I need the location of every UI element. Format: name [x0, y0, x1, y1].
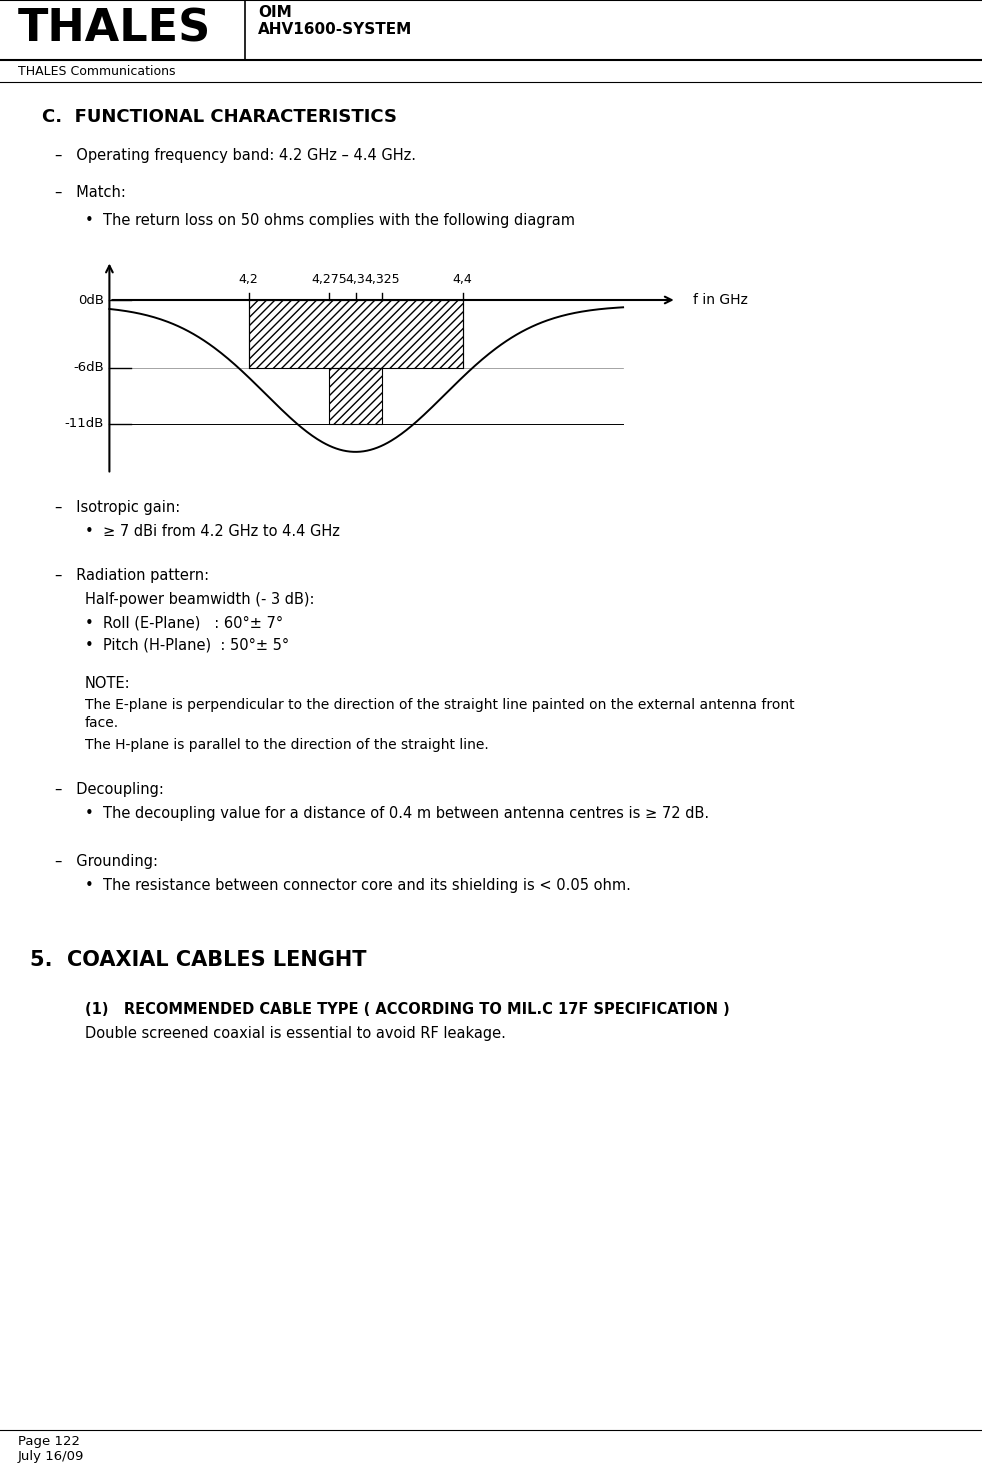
Text: The E-plane is perpendicular to the direction of the straight line painted on th: The E-plane is perpendicular to the dire… — [85, 698, 794, 712]
Text: –   Decoupling:: – Decoupling: — [55, 781, 164, 798]
Text: -6dB: -6dB — [74, 361, 104, 374]
Text: OIM: OIM — [258, 4, 292, 21]
Text: –   Isotropic gain:: – Isotropic gain: — [55, 500, 181, 515]
Text: Double screened coaxial is essential to avoid RF leakage.: Double screened coaxial is essential to … — [85, 1026, 506, 1041]
Bar — [329, 368, 382, 424]
Text: 0dB: 0dB — [78, 293, 104, 306]
Bar — [248, 301, 463, 368]
Text: •  The resistance between connector core and its shielding is < 0.05 ohm.: • The resistance between connector core … — [85, 878, 630, 893]
Text: 4,325: 4,325 — [364, 274, 400, 286]
Text: C.  FUNCTIONAL CHARACTERISTICS: C. FUNCTIONAL CHARACTERISTICS — [42, 108, 397, 126]
Text: THALES Communications: THALES Communications — [18, 65, 176, 78]
Text: •  The decoupling value for a distance of 0.4 m between antenna centres is ≥ 72 : • The decoupling value for a distance of… — [85, 806, 709, 821]
Text: 4,4: 4,4 — [453, 274, 472, 286]
Text: –   Operating frequency band: 4.2 GHz – 4.4 GHz.: – Operating frequency band: 4.2 GHz – 4.… — [55, 148, 416, 163]
Text: 4,3: 4,3 — [346, 274, 365, 286]
Text: •  The return loss on 50 ohms complies with the following diagram: • The return loss on 50 ohms complies wi… — [85, 213, 575, 229]
Text: Page 122: Page 122 — [18, 1435, 80, 1448]
Text: 5.  COAXIAL CABLES LENGHT: 5. COAXIAL CABLES LENGHT — [30, 950, 366, 970]
Text: NOTE:: NOTE: — [85, 676, 131, 690]
Text: face.: face. — [85, 715, 119, 730]
Text: –   Grounding:: – Grounding: — [55, 855, 158, 869]
Text: The H-plane is parallel to the direction of the straight line.: The H-plane is parallel to the direction… — [85, 737, 489, 752]
Text: •  Pitch (H-Plane)  : 50°± 5°: • Pitch (H-Plane) : 50°± 5° — [85, 638, 289, 652]
Text: f in GHz: f in GHz — [692, 293, 747, 306]
Text: July 16/09: July 16/09 — [18, 1450, 84, 1463]
Text: •  Roll (E-Plane)   : 60°± 7°: • Roll (E-Plane) : 60°± 7° — [85, 616, 283, 630]
Text: THALES: THALES — [18, 7, 211, 51]
Text: (1)   RECOMMENDED CABLE TYPE ( ACCORDING TO MIL.C 17F SPECIFICATION ): (1) RECOMMENDED CABLE TYPE ( ACCORDING T… — [85, 1001, 730, 1017]
Text: Half-power beamwidth (- 3 dB):: Half-power beamwidth (- 3 dB): — [85, 592, 314, 607]
Text: -11dB: -11dB — [65, 418, 104, 430]
Text: 4,2: 4,2 — [239, 274, 258, 286]
Text: •  ≥ 7 dBi from 4.2 GHz to 4.4 GHz: • ≥ 7 dBi from 4.2 GHz to 4.4 GHz — [85, 523, 340, 539]
Text: AHV1600-SYSTEM: AHV1600-SYSTEM — [258, 22, 412, 37]
Text: 4,275: 4,275 — [311, 274, 347, 286]
Text: –   Match:: – Match: — [55, 185, 126, 199]
Text: –   Radiation pattern:: – Radiation pattern: — [55, 567, 209, 583]
